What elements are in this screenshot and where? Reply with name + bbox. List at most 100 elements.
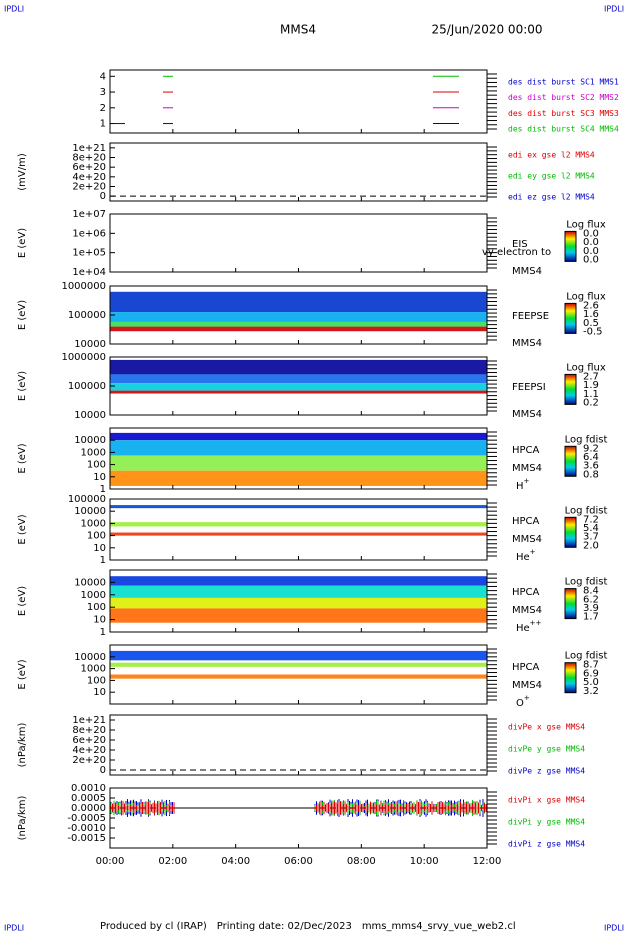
spectrogram-band xyxy=(110,576,487,586)
y-tick-label: 10000 xyxy=(74,410,106,421)
colorbar-label: 7.2 xyxy=(583,514,599,525)
y-tick-label: 1e+04 xyxy=(72,267,106,278)
title: MMS4 xyxy=(280,23,316,37)
corner-label: IPDLI xyxy=(4,924,24,933)
y-axis-label: (nPa/km) xyxy=(17,796,28,841)
y-axis-label: E (eV) xyxy=(17,228,28,258)
spectrogram-band xyxy=(110,455,487,471)
legend-entry: des dist burst SC1 MMS1 xyxy=(508,78,619,87)
corner-label: IPDLI xyxy=(604,5,624,14)
y-tick-label: 10 xyxy=(93,687,106,698)
spectrogram-band xyxy=(110,359,487,375)
spectrogram-band xyxy=(110,650,487,661)
x-tick-label: 08:00 xyxy=(347,856,376,867)
x-tick-label: 10:00 xyxy=(410,856,439,867)
species-label: O+ xyxy=(516,694,530,709)
spectrogram-band xyxy=(110,470,487,486)
colorbar-title: Log fdist xyxy=(565,651,608,662)
y-tick-label: 4e+20 xyxy=(72,172,106,183)
species-charge: + xyxy=(524,694,530,702)
colorbar-label: 0.0 xyxy=(583,228,599,239)
colorbar-label: 0.0 xyxy=(583,237,599,248)
y-tick-label: 1000000 xyxy=(61,352,106,363)
instrument-label: FEEPSE xyxy=(512,311,549,322)
colorbar-label: -0.5 xyxy=(583,327,603,338)
species-label: He+ xyxy=(516,548,536,563)
y-tick-label: 100000 xyxy=(68,494,106,505)
y-axis-label: E (eV) xyxy=(17,659,28,689)
colorbar-label: 8.7 xyxy=(583,660,599,671)
y-tick-label: -0.0010 xyxy=(67,823,106,834)
colorbar-title: Log flux xyxy=(566,362,606,373)
y-axis-label: (nPa/km) xyxy=(17,723,28,768)
species-base: H xyxy=(516,481,524,492)
instrument-label: FEEPSI xyxy=(512,382,546,393)
colorbar-label: 6.2 xyxy=(583,594,599,605)
panel-frame xyxy=(109,714,488,776)
x-tick-label: 00:00 xyxy=(96,856,125,867)
spectrogram-band xyxy=(110,383,487,391)
colorbar-label: 1.1 xyxy=(583,389,599,400)
y-tick-label: 1000 xyxy=(81,518,106,529)
y-tick-label: 6e+20 xyxy=(72,162,106,173)
y-tick-label: 1e+05 xyxy=(72,248,106,259)
panel-frame xyxy=(109,213,488,273)
legend-entry: des dist burst SC3 MMS3 xyxy=(508,109,619,118)
spectrogram-band xyxy=(110,432,487,441)
legend-entry: divPe z gse MMS4 xyxy=(508,767,585,776)
spacecraft-label: MMS4 xyxy=(512,680,542,691)
colorbar-title: Log fdist xyxy=(565,434,608,445)
spectrogram-band xyxy=(110,608,487,623)
colorbar xyxy=(564,230,577,262)
y-tick-label: 1e+06 xyxy=(72,228,106,239)
species-charge: ++ xyxy=(530,619,542,627)
y-tick-label: 1e+07 xyxy=(72,209,106,220)
y-tick-label: 10000 xyxy=(74,435,106,446)
species-base: O xyxy=(516,698,524,709)
y-tick-label: 0 xyxy=(100,765,106,776)
colorbar-label: 2.7 xyxy=(583,371,599,382)
instrument-label: EIS xyxy=(512,239,528,250)
legend-entry: edi ey gse l2 MMS4 xyxy=(508,172,595,181)
legend-entry: edi ex gse l2 MMS4 xyxy=(508,151,595,160)
spectrogram-band xyxy=(110,585,487,598)
spacecraft-label: MMS4 xyxy=(512,534,542,545)
spacecraft-label: MMS4 xyxy=(512,409,542,420)
spectrogram-band xyxy=(110,440,487,456)
y-tick-label: 100 xyxy=(87,602,106,613)
y-tick-label: 10 xyxy=(93,543,106,554)
spectrogram-band xyxy=(110,505,487,509)
colorbar-label: 3.9 xyxy=(583,603,599,614)
y-tick-label: 1 xyxy=(100,484,106,495)
y-tick-label: 0.0010 xyxy=(71,783,106,794)
spacecraft-label: MMS4 xyxy=(512,338,542,349)
legend-entry: edi ez gse l2 MMS4 xyxy=(508,193,595,202)
colorbar xyxy=(564,373,577,405)
spacecraft-label: MMS4 xyxy=(512,266,542,277)
instrument-label: HPCA xyxy=(512,662,540,673)
spectrogram-band xyxy=(110,321,487,327)
colorbar-label: 3.6 xyxy=(583,461,599,472)
colorbar xyxy=(564,445,577,477)
colorbar-label: 6.4 xyxy=(583,452,599,463)
colorbar-label: 3.7 xyxy=(583,532,599,543)
y-tick-label: 1e+21 xyxy=(72,143,106,154)
spectrogram-band xyxy=(110,597,487,609)
colorbar-title: Log flux xyxy=(566,219,606,230)
y-tick-label: 1 xyxy=(100,627,106,638)
y-axis-label: E (eV) xyxy=(17,514,28,544)
panel-frame xyxy=(109,142,488,202)
instrument-label: HPCA xyxy=(512,587,540,598)
colorbar-label: 1.9 xyxy=(583,380,599,391)
colorbar-title: Log fdist xyxy=(565,577,608,588)
colorbar xyxy=(564,662,577,694)
species-label: He++ xyxy=(516,619,542,634)
y-tick-label: 1000000 xyxy=(61,281,106,292)
footer-date: Printing date: 02/Dec/2023 xyxy=(217,921,352,932)
spectrogram-band xyxy=(110,326,487,332)
species-charge: + xyxy=(524,477,530,485)
y-tick-label: 10000 xyxy=(74,577,106,588)
y-tick-label: 1e+21 xyxy=(72,715,106,726)
colorbar-label: 6.9 xyxy=(583,668,599,679)
